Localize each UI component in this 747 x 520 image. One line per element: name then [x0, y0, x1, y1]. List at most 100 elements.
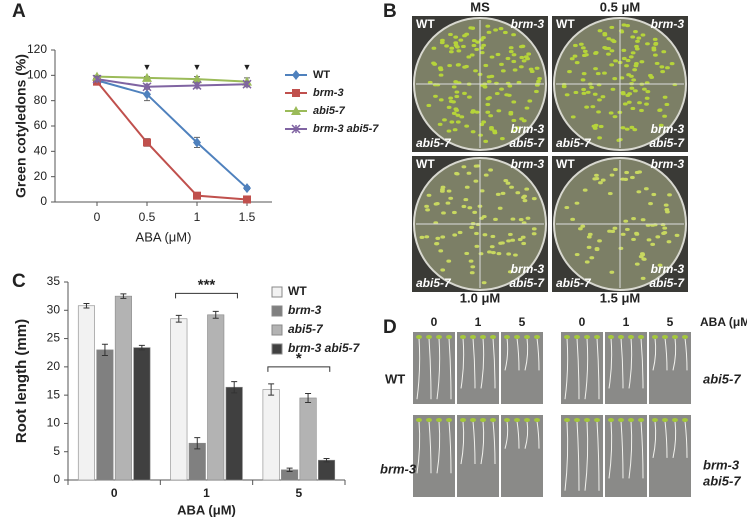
error-bar: [120, 293, 127, 299]
root: [672, 420, 677, 459]
seedling: [597, 98, 602, 102]
root: [472, 337, 476, 389]
seedling: [511, 118, 517, 123]
legend-label: brm-3 abi5-7: [288, 341, 361, 355]
root: [576, 337, 580, 400]
root: [628, 337, 633, 389]
seedling: [640, 33, 646, 37]
seedling: [498, 241, 504, 245]
seedling: [644, 96, 650, 100]
seedling: [606, 37, 612, 41]
seedling: [469, 225, 475, 229]
seedling: [634, 262, 640, 266]
seedling: [492, 129, 497, 133]
seedling: [581, 87, 587, 92]
cotyledon: [672, 335, 678, 339]
seedling: [505, 56, 511, 61]
root: [472, 420, 476, 465]
seedling: [483, 173, 489, 177]
seedling: [600, 95, 606, 99]
seedling: [469, 53, 475, 57]
seedling: [653, 41, 659, 46]
cotyledon: [490, 418, 496, 422]
seedling: [586, 245, 592, 249]
seedling: [633, 64, 639, 68]
root: [416, 337, 421, 400]
cotyledon: [652, 335, 658, 339]
x-tick-label: 0.5: [139, 210, 156, 224]
point: [143, 138, 151, 147]
seedling: [629, 86, 635, 90]
cotyledon: [618, 335, 624, 339]
seedling: [448, 96, 454, 100]
seedling: [573, 90, 579, 95]
seedling: [499, 62, 504, 66]
seedling: [512, 68, 518, 72]
seedling: [641, 257, 647, 261]
row-label: WT: [385, 371, 405, 386]
error-bar: [268, 383, 275, 396]
seedling: [624, 64, 629, 68]
cotyledon: [662, 335, 668, 339]
root: [448, 337, 452, 400]
root: [584, 420, 589, 491]
y-tick-label: 10: [47, 416, 61, 430]
cotyledon: [638, 335, 644, 339]
y-tick-label: 0: [40, 194, 47, 208]
cotyledon: [416, 418, 422, 422]
cotyledon: [480, 418, 486, 422]
seedling: [536, 79, 541, 83]
x-axis-label: ABA (μM): [177, 502, 236, 517]
seedling: [665, 210, 670, 214]
seedling: [598, 124, 604, 129]
seedling: [506, 239, 511, 243]
seedling: [479, 50, 485, 55]
cotyledon: [618, 418, 624, 422]
y-tick-label: 0: [53, 472, 60, 486]
seedling: [482, 233, 488, 237]
seedling: [648, 202, 653, 206]
genotype-label: abi5-7: [416, 136, 452, 150]
seedling: [655, 235, 661, 239]
seedling: [514, 126, 520, 130]
seedling: [631, 217, 636, 221]
seedling: [613, 167, 618, 172]
seedling: [491, 251, 496, 255]
seedling: [499, 87, 504, 91]
seedling: [631, 78, 637, 82]
genotype-label: brm-3: [651, 17, 685, 31]
seedling: [621, 23, 627, 27]
legend-label: brm-3 abi5-7: [313, 123, 379, 135]
seedling: [520, 235, 526, 239]
seedling: [584, 105, 590, 109]
cotyledon: [638, 418, 644, 422]
root: [516, 420, 520, 449]
seedling: [448, 50, 454, 54]
seedling: [645, 90, 651, 94]
seedling: [454, 108, 460, 112]
genotype-label: abi5-7: [649, 136, 685, 150]
seedling: [572, 43, 578, 48]
bar: [96, 349, 114, 481]
seedling: [456, 49, 462, 53]
seedling: [623, 177, 629, 181]
seedling-photo: [561, 415, 603, 497]
dose-label: 1: [475, 315, 482, 329]
seedling: [451, 111, 457, 115]
seedling: [578, 227, 583, 231]
seedling: [592, 126, 598, 130]
root: [576, 420, 580, 491]
seedling: [649, 75, 655, 79]
cotyledon: [504, 418, 510, 422]
seedling: [582, 49, 588, 54]
seedling: [594, 247, 600, 252]
seedling: [446, 105, 452, 109]
significance-bracket: [267, 366, 331, 372]
seedling: [442, 118, 447, 122]
seedling: [524, 106, 530, 110]
seedling: [634, 47, 640, 51]
seedling: [474, 231, 479, 236]
cotyledon: [514, 335, 520, 339]
annotation: ▼: [243, 62, 252, 72]
seedling: [639, 60, 645, 64]
